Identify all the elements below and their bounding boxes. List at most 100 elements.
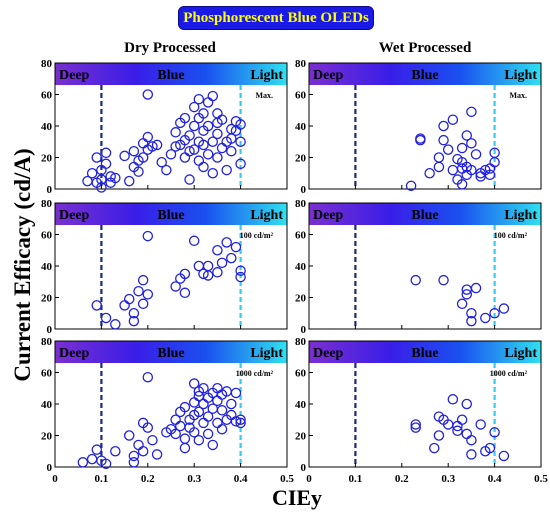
data-point [100,147,112,159]
data-point [461,398,473,410]
data-point [100,458,112,470]
data-point [438,120,449,132]
panel-annotation: 1000 cd/m² [490,369,528,378]
data-point [438,274,449,286]
y-tick-label: 80 [41,198,53,210]
y-tick-label: 40 [41,121,53,133]
data-point [461,289,473,300]
data-point [137,298,149,310]
data-point [91,444,103,455]
data-point [123,293,135,305]
column-header-dry: Dry Processed [124,40,216,56]
data-point [489,147,500,159]
column-header-wet: Wet Processed [379,40,472,56]
data-point [461,428,473,440]
data-point [91,300,103,311]
band-label-blue: Blue [411,208,438,223]
data-point [151,139,163,151]
data-point [198,161,209,173]
data-point [133,439,144,451]
x-tick-label: 0.1 [349,473,363,485]
y-tick-label: 20 [295,153,307,165]
data-point [230,387,242,399]
data-point [221,237,232,248]
y-tick-label: 0 [47,324,53,336]
data-point [198,417,209,429]
data-point [128,457,140,468]
data-point [433,161,445,173]
data-point [466,138,477,149]
data-point [179,112,191,124]
band-label-blue: Blue [157,68,184,83]
data-point [447,114,459,125]
y-tick-label: 20 [41,431,53,443]
data-point [133,166,144,177]
color-band [309,341,541,363]
data-point [96,174,107,185]
data-point [151,449,163,460]
data-point [202,97,214,108]
data-point [235,271,246,283]
panel-annotation: Max. [509,91,527,100]
x-tick-label: 0.4 [488,473,502,485]
y-tick-label: 20 [295,293,307,305]
data-point [128,450,140,462]
data-point [202,120,214,132]
data-point [188,378,200,389]
data-point [147,141,158,152]
x-tick-label: 0.5 [534,473,548,485]
data-point [137,152,149,163]
data-point [235,414,246,425]
panel-annotation: Max. [255,91,273,100]
data-point [142,230,154,242]
y-tick-label: 40 [295,399,307,411]
data-point [188,144,200,155]
data-point [170,141,181,152]
data-point [156,156,167,168]
data-point [86,167,98,179]
data-point [202,149,214,160]
x-tick-label: 0.3 [187,473,201,485]
data-point [230,416,242,427]
data-point [230,241,242,253]
data-point [212,152,223,163]
data-point [110,445,121,457]
data-point [498,303,510,314]
data-point [202,270,214,281]
data-point [216,142,228,154]
y-tick-label: 80 [41,336,53,348]
data-point [170,428,181,440]
data-point [193,155,205,166]
data-point [480,312,491,324]
data-point [429,442,440,454]
y-axis-label: Current Efficacy (cd/A) [10,148,35,381]
y-tick-label: 40 [41,399,53,411]
data-point [226,145,237,157]
data-point [100,312,112,324]
data-point [470,282,482,294]
data-point [456,298,468,310]
data-point [188,235,200,247]
y-tick-label: 0 [301,184,307,196]
data-point [202,411,214,422]
data-point [216,405,228,416]
data-point [433,152,445,163]
panel-dry-100: Deep Blue Light 100 cd/m² 0 20 40 60 80 [41,198,288,336]
data-point [193,434,205,446]
data-point [466,449,477,460]
data-point [133,285,144,297]
x-tick-label: 0.3 [441,473,455,485]
y-tick-label: 60 [295,90,307,102]
data-point [188,120,200,132]
data-point [193,406,205,418]
x-tick-label: 0.2 [395,473,409,485]
data-point [202,428,214,440]
panel-wet-max: Deep Blue Light Max. 0 20 40 60 80 [295,58,542,196]
data-point [456,414,468,425]
data-point [119,150,130,162]
y-tick-label: 0 [47,462,53,474]
data-point [235,265,246,276]
x-tick-label: 0 [52,473,58,485]
band-label-deep: Deep [59,208,90,223]
y-tick-label: 40 [295,121,307,133]
